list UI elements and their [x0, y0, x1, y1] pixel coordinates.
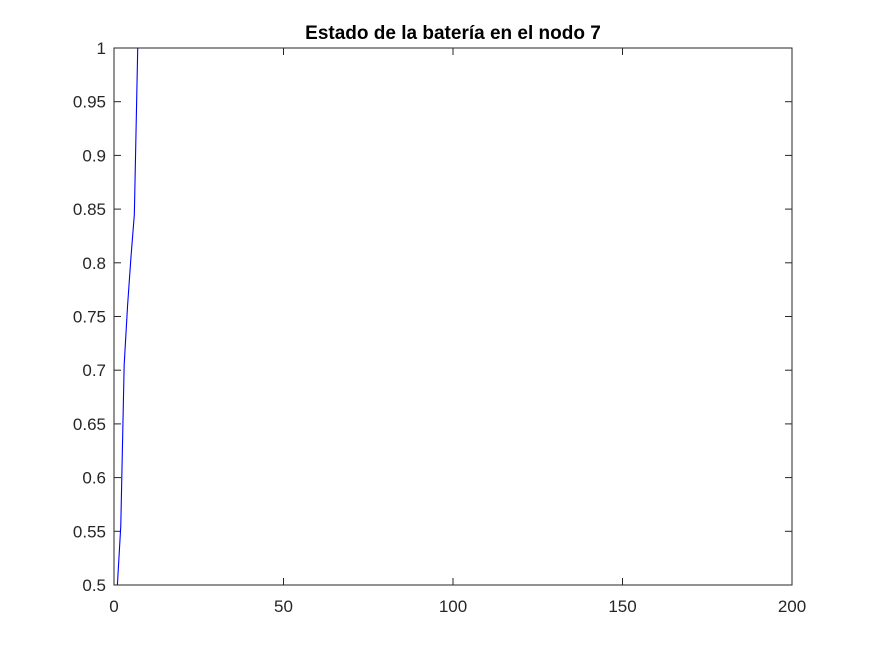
- y-tick-label: 0.55: [73, 522, 106, 541]
- y-tick-label: 0.85: [73, 200, 106, 219]
- axes-box: [113, 47, 793, 586]
- chart-title: Estado de la batería en el nodo 7: [305, 23, 601, 44]
- y-axis-ticks: 0.5 0.55 0.6 0.65 0.7 0.75 0.8 0.85 0.9 0.95 1: [73, 39, 792, 595]
- x-axis-ticks: 0 50 100 150 200: [109, 48, 806, 616]
- y-tick-label: 0.6: [82, 469, 106, 488]
- y-tick-label: 0.9: [82, 146, 106, 165]
- y-tick-label: 0.75: [73, 308, 106, 327]
- y-tick-label: 0.7: [82, 361, 106, 380]
- y-tick-label: 0.8: [82, 254, 106, 273]
- y-tick-label: 1: [97, 39, 106, 58]
- y-tick-label: 0.95: [73, 93, 106, 112]
- x-tick-label: 50: [274, 597, 293, 616]
- x-tick-label: 200: [778, 597, 806, 616]
- y-tick-label: 0.65: [73, 415, 106, 434]
- x-tick-label: 150: [608, 597, 636, 616]
- x-tick-label: 0: [109, 597, 118, 616]
- y-tick-label: 0.5: [82, 576, 106, 595]
- x-tick-label: 100: [439, 597, 467, 616]
- plot-area: [114, 48, 792, 585]
